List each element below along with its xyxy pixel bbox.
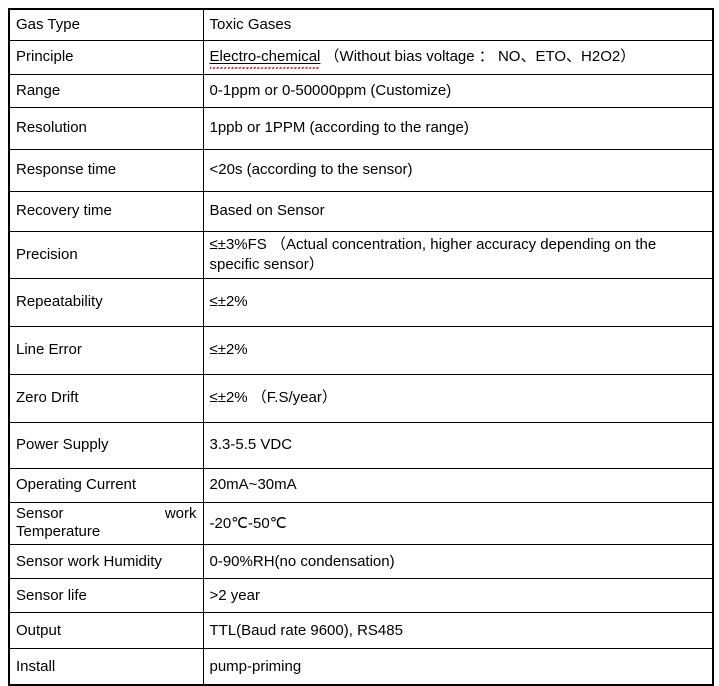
label-line-2: Temperature	[16, 523, 101, 541]
spec-label: Resolution	[8, 106, 204, 150]
spec-label: Gas Type	[8, 8, 204, 41]
spec-value: ≤±2%	[202, 277, 714, 327]
table-row-sensor-work-humidity: Sensor work Humidity 0-90%RH(no condensa…	[8, 544, 714, 579]
table-row-gas-type: Gas Type Toxic Gases	[8, 8, 714, 41]
spec-value: -20℃-50℃	[202, 501, 714, 545]
table-row-operating-current: Operating Current 20mA~30mA	[8, 467, 714, 503]
spec-label: Repeatability	[8, 277, 204, 327]
spec-value-rest: （Without bias voltage ： NO、ETO、H2O2）	[320, 48, 636, 66]
table-row-repeatability: Repeatability ≤±2%	[8, 277, 714, 327]
table-row-install: Install pump-priming	[8, 648, 714, 685]
spec-label: Recovery time	[8, 190, 204, 232]
spec-value: 20mA~30mA	[202, 467, 714, 503]
table-row-response-time: Response time <20s (according to the sen…	[8, 148, 714, 192]
spec-value: Based on Sensor	[202, 190, 714, 232]
table-row-zero-drift: Zero Drift ≤±2% （F.S/year）	[8, 373, 714, 423]
table-row-principle: Principle Electro-chemical （Without bias…	[8, 39, 714, 75]
spec-value: ≤±3%FS （Actual concentration, higher acc…	[202, 230, 714, 279]
spec-label: Line Error	[8, 325, 204, 375]
label-line-1: Sensor work	[16, 504, 197, 522]
table-row-resolution: Resolution 1ppb or 1PPM (according to th…	[8, 106, 714, 150]
spec-value: TTL(Baud rate 9600), RS485	[202, 612, 714, 649]
table-row-sensor-work-temperature: Sensor work Temperature -20℃-50℃	[8, 501, 714, 545]
spec-value: 0-1ppm or 0-50000ppm (Customize)	[202, 73, 714, 108]
spec-label: Operating Current	[8, 467, 204, 503]
table-row-recovery-time: Recovery time Based on Sensor	[8, 190, 714, 232]
table-row-power-supply: Power Supply 3.3-5.5 VDC	[8, 421, 714, 469]
spec-value: >2 year	[202, 578, 714, 613]
spec-label: Sensor work Temperature	[8, 501, 204, 545]
spec-value: Toxic Gases	[202, 8, 714, 41]
spec-label: Zero Drift	[8, 373, 204, 423]
spec-label: Range	[8, 73, 204, 108]
spec-label: Principle	[8, 39, 204, 75]
spec-label: Response time	[8, 148, 204, 192]
table-row-precision: Precision ≤±3%FS （Actual concentration, …	[8, 230, 714, 279]
spec-value: <20s (according to the sensor)	[202, 148, 714, 192]
spec-value: pump-priming	[202, 648, 714, 685]
table-row-sensor-life: Sensor life >2 year	[8, 578, 714, 613]
spec-value: ≤±2%	[202, 325, 714, 375]
gas-sensor-spec-table: Gas Type Toxic Gases Principle Electro-c…	[8, 8, 714, 686]
spec-label: Sensor work Humidity	[8, 544, 204, 579]
table-row-output: Output TTL(Baud rate 9600), RS485	[8, 612, 714, 649]
spec-value: Electro-chemical （Without bias voltage ：…	[202, 39, 714, 75]
spec-label: Output	[8, 612, 204, 649]
table-row-range: Range 0-1ppm or 0-50000ppm (Customize)	[8, 73, 714, 108]
spec-value: 1ppb or 1PPM (according to the range)	[202, 106, 714, 150]
table-row-line-error: Line Error ≤±2%	[8, 325, 714, 375]
spec-label: Precision	[8, 230, 204, 279]
spec-label: Power Supply	[8, 421, 204, 469]
spec-value: ≤±2% （F.S/year）	[202, 373, 714, 423]
spec-value: 3.3-5.5 VDC	[202, 421, 714, 469]
spec-label: Install	[8, 648, 204, 685]
spellcheck-underlined-term: Electro-chemical	[209, 48, 321, 70]
spec-table-container: Gas Type Toxic Gases Principle Electro-c…	[8, 8, 714, 686]
spec-value: 0-90%RH(no condensation)	[202, 544, 714, 579]
spec-label: Sensor life	[8, 578, 204, 613]
